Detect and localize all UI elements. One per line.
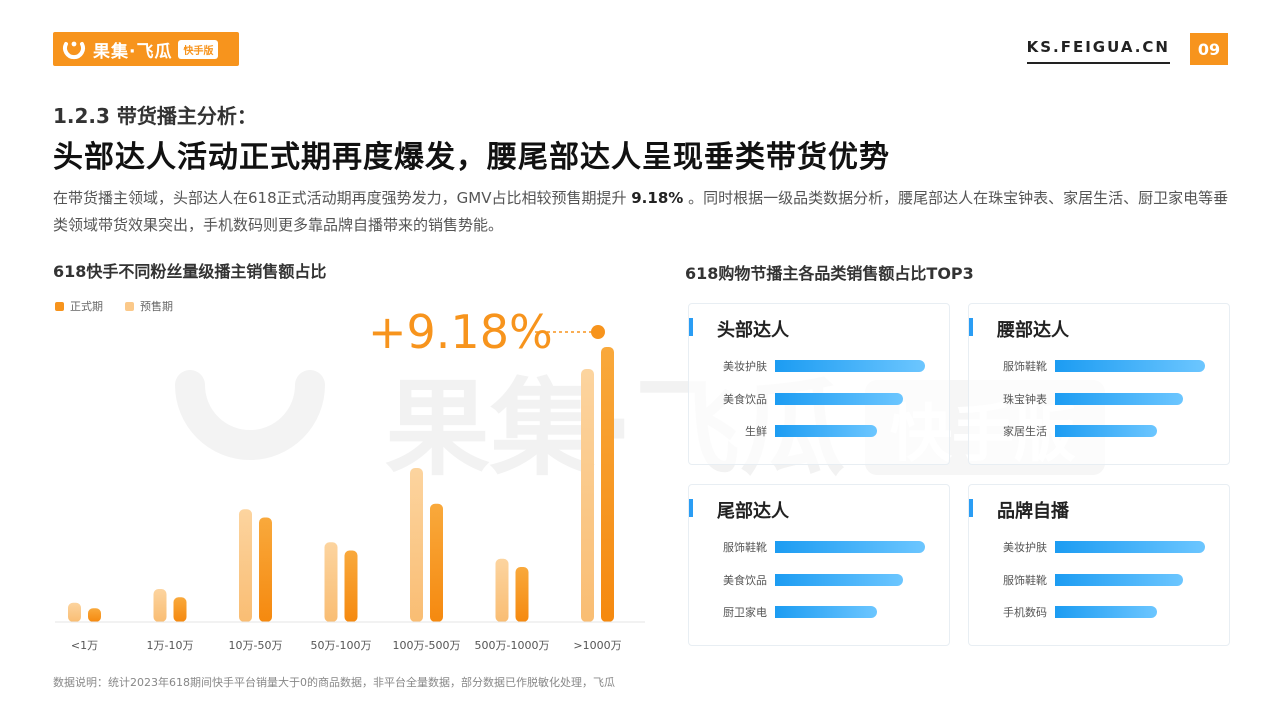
legend-swatch-presale [125,301,134,311]
legend-label-presale: 预售期 [140,300,173,313]
x-tick-label-1: 1万-10万 [147,639,194,652]
category-label: 美食饮品 [723,574,767,587]
bar-presale-1 [153,589,167,622]
card-marker [689,318,693,336]
bar-presale-4 [410,468,423,622]
category-label: 美食饮品 [723,393,767,406]
card-title: 尾部达人 [717,501,789,522]
card-title: 腰部达人 [997,320,1069,341]
x-tick-label-2: 10万-50万 [229,639,283,652]
bar-presale-3 [324,542,338,622]
bar-presale-0 [68,602,81,622]
bar-group [68,347,614,622]
chart-legend: 正式期 预售期 [55,298,173,314]
card-title: 头部达人 [717,320,789,341]
legend-swatch-formal [55,301,64,311]
site-url[interactable]: KS.FEIGUA.CN [1026,38,1170,64]
category-card-0: 头部达人美妆护肤美食饮品生鲜 [688,303,950,465]
bar-presale-2 [239,509,252,622]
bar-formal-2 [259,517,272,622]
category-row: 厨卫家电 [689,602,949,622]
growth-annotation: +9.18% [368,305,553,359]
bar-formal-0 [88,608,101,622]
logo-text: 果集·飞瓜 [93,41,173,62]
category-label: 服饰鞋靴 [1003,360,1047,373]
card-marker [689,499,693,517]
category-card-2: 尾部达人服饰鞋靴美食饮品厨卫家电 [688,484,950,646]
category-row: 服饰鞋靴 [689,537,949,557]
desc-highlight: 9.18% [631,189,684,207]
x-tick-label-3: 50万-100万 [311,639,372,652]
card-marker [969,318,973,336]
category-label: 生鲜 [745,425,767,438]
category-bar [1055,425,1157,437]
desc-part1: 在带货播主领域，头部达人在618正式活动期再度强势发力，GMV占比相较预售期提升 [53,189,627,207]
category-card-3: 品牌自播美妆护肤服饰鞋靴手机数码 [968,484,1230,646]
card-title: 品牌自播 [997,501,1069,522]
category-label: 手机数码 [1003,606,1047,619]
category-row: 珠宝钟表 [969,389,1229,409]
bar-formal-1 [173,597,187,622]
x-tick-group: <1万 1万-10万 10万-50万 50万-100万 100万-500万 500万-10… [71,639,622,652]
bar-formal-5 [515,567,529,622]
category-row: 生鲜 [689,421,949,441]
category-row: 美妆护肤 [689,356,949,376]
category-row: 手机数码 [969,602,1229,622]
x-tick-label-6: >1000万 [573,639,621,652]
x-tick-label-4: 100万-500万 [393,639,461,652]
bar-presale-6 [581,369,594,622]
category-label: 美妆护肤 [723,360,767,373]
desc-part2: 。同时根据一级品类数据分析，腰尾部达人在珠宝钟表、家居生活、厨卫家电等垂类领域带… [53,189,1229,234]
category-row: 服饰鞋靴 [969,570,1229,590]
legend-item-presale: 预售期 [125,298,173,314]
category-label: 厨卫家电 [723,606,767,619]
category-label: 珠宝钟表 [1003,393,1047,406]
legend-label-formal: 正式期 [70,300,103,313]
bar-chart: <1万 1万-10万 10万-50万 50万-100万 100万-500万 500万-10… [55,305,645,652]
category-label: 家居生活 [1003,425,1047,438]
category-bar [775,360,925,372]
category-bar [1055,606,1157,618]
logo-icon [63,41,85,60]
category-chart-title: 618购物节播主各品类销售额占比TOP3 [685,264,974,283]
category-row: 家居生活 [969,421,1229,441]
section-label: 1.2.3 带货播主分析： [53,104,257,128]
page-number: 09 [1190,33,1228,65]
category-bar [1055,541,1205,553]
x-tick-label-5: 500万-1000万 [475,639,550,652]
annotation-dot [591,325,605,339]
card-marker [969,499,973,517]
legend-item-formal: 正式期 [55,298,103,314]
category-bar [775,425,877,437]
category-label: 服饰鞋靴 [1003,574,1047,587]
x-tick-label-0: <1万 [71,639,98,652]
bar-formal-4 [430,503,443,622]
category-bar [775,606,877,618]
bar-presale-5 [495,558,509,622]
footnote: 数据说明：统计2023年618期间快手平台销量大于0的商品数据，非平台全量数据，… [53,676,615,689]
bar-formal-3 [344,550,358,622]
category-bar [775,393,903,405]
bar-chart-title: 618快手不同粉丝量级播主销售额占比 [53,262,327,281]
category-row: 美妆护肤 [969,537,1229,557]
logo-badge: 快手版 [178,39,219,59]
brand-logo: 果集·飞瓜 快手版 [53,32,239,66]
category-row: 美食饮品 [689,389,949,409]
category-label: 服饰鞋靴 [723,541,767,554]
category-row: 服饰鞋靴 [969,356,1229,376]
page-headline: 头部达人活动正式期再度爆发，腰尾部达人呈现垂类带货优势 [53,140,890,175]
category-card-1: 腰部达人服饰鞋靴珠宝钟表家居生活 [968,303,1230,465]
description: 在带货播主领域，头部达人在618正式活动期再度强势发力，GMV占比相较预售期提升… [53,185,1233,239]
category-row: 美食饮品 [689,570,949,590]
category-bar [1055,360,1205,372]
bar-formal-6 [601,347,614,622]
category-bar [775,574,903,586]
category-bar [1055,393,1183,405]
category-label: 美妆护肤 [1003,541,1047,554]
category-bar [775,541,925,553]
category-bar [1055,574,1183,586]
